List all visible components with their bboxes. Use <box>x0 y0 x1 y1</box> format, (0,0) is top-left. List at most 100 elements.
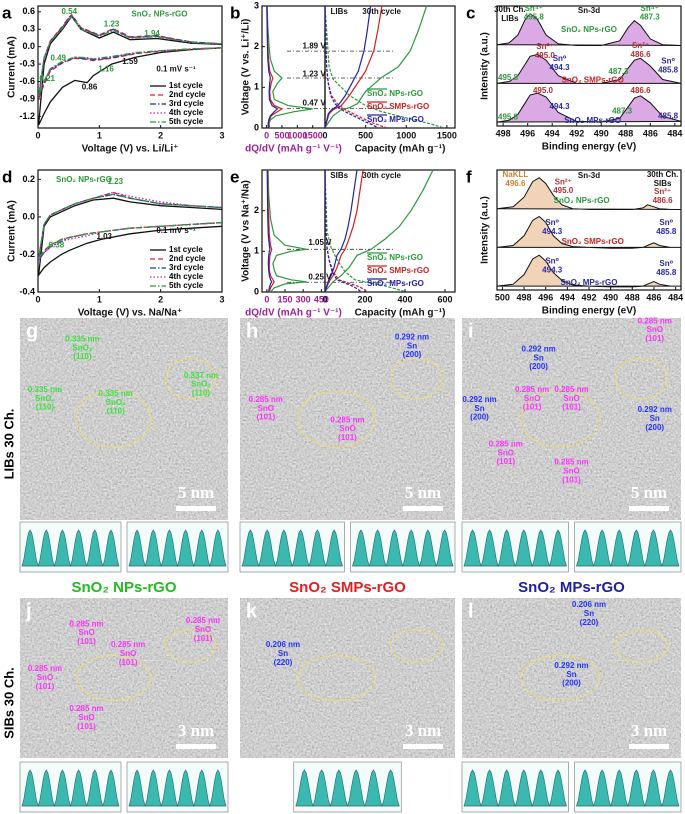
region-outline <box>614 357 669 400</box>
discharge-curve <box>324 169 368 293</box>
annotation-line: Sn²⁺ <box>555 178 572 187</box>
profile-curve <box>463 769 567 808</box>
annotation-line: SnO <box>78 713 94 722</box>
tem-image <box>462 598 681 758</box>
legend-label: SnO₂ NPs-rGO <box>367 89 423 98</box>
x-tick-label: 300 <box>296 294 311 304</box>
cv-curve <box>37 14 223 99</box>
annotation-line: Sn <box>650 414 660 423</box>
annotation-line: SnO <box>646 325 662 334</box>
discharge-curve <box>324 5 443 129</box>
annotation-line: Sn²⁺ <box>654 187 671 196</box>
lattice-label: 0.285 nm SnO (101) <box>554 385 588 412</box>
y-tick-label: 2 <box>254 41 259 51</box>
annotation-line: (101) <box>645 334 664 343</box>
charge-curve <box>324 169 434 292</box>
annotation-line: LIBs <box>331 7 349 16</box>
annotation: 1.23 V <box>303 69 327 78</box>
annotation-line: 485.8 <box>656 268 677 277</box>
charge-curve <box>324 5 383 128</box>
tem-image <box>20 598 228 758</box>
plot-frame <box>37 5 223 129</box>
annotation-line: 1.05 V <box>308 238 332 247</box>
cv-curve <box>37 193 223 259</box>
legend-label: SnO₂ MPs-rGO <box>367 115 424 124</box>
annotation-line: (110) <box>192 389 211 398</box>
annotation-line: SnO₂ NPs-rGO <box>131 10 187 19</box>
lattice-label: 0.292 nm Sn (200) <box>554 661 588 688</box>
annotation-line: 487.3 <box>608 67 629 76</box>
panel-letter: i <box>468 320 474 342</box>
spectrum <box>496 13 682 46</box>
column-title: SnO₂ MPs-rGO <box>518 579 625 596</box>
annotation: SnO₂ NPs-rGO <box>561 25 617 34</box>
panel-letter: l <box>468 600 474 622</box>
annotation: 485.8 <box>658 112 679 121</box>
scale-label: 5 nm <box>631 483 667 502</box>
annotation-line: Sn <box>474 404 484 413</box>
annotation-line: 494.3 <box>542 266 563 275</box>
annotation-line: SIBs <box>330 171 348 180</box>
annotation-line: 30th cycle <box>362 7 401 16</box>
annotation-line: Sn²⁺ <box>632 41 649 50</box>
annotation-line: SnO₂ SMPs-rGO <box>562 237 624 246</box>
annotation: Sn²⁺ 495.0 <box>553 178 574 196</box>
annotation-line: 494.3 <box>550 63 571 72</box>
lattice-label: 0.285 nm SnO (101) <box>249 395 283 422</box>
annotation: 30th cycle <box>362 171 401 180</box>
annotation-line: (101) <box>562 475 581 484</box>
annotation-line: 0.21 <box>39 74 55 83</box>
annotation-line: Sn <box>584 609 594 618</box>
annotation: SnO₂ NPs-rGO <box>56 175 112 184</box>
annotation-line: 1.16 <box>98 65 114 74</box>
annotation-line: 1.23 <box>107 177 123 186</box>
annotation-line: SnO <box>563 394 579 403</box>
annotation-line: Sn⁰ <box>553 54 567 63</box>
x-axis-label: dQ/dV (mAh g⁻¹ V⁻¹) <box>245 144 342 155</box>
annotation-line: 0.38 <box>49 241 65 250</box>
annotation: 487.3 <box>608 67 629 76</box>
x-tick-label: 488 <box>625 292 640 302</box>
x-tick-label: 0 <box>264 130 269 140</box>
x-tick-label: 492 <box>569 128 584 138</box>
y-tick-label: 0.0 <box>22 41 35 51</box>
annotation: LIBs <box>331 7 349 16</box>
region-outline <box>520 390 601 448</box>
annotation-line: SIBs <box>654 179 672 188</box>
profile-curve <box>241 529 343 568</box>
legend-label: SnO₂ NPs-rGO <box>367 253 423 262</box>
x-tick-label: 486 <box>643 128 658 138</box>
annotation: 1.03 <box>96 232 112 241</box>
y-tick-label: 0.3 <box>22 24 35 34</box>
y-axis-label: Intensity (a.u.) <box>480 32 491 100</box>
x-tick-label: 490 <box>594 128 609 138</box>
x-tick-label: 200 <box>357 294 372 304</box>
annotation-line: (101) <box>562 403 581 412</box>
charge-curve <box>324 5 428 128</box>
annotation: 495.8 <box>498 73 519 82</box>
annotation: 495.0 <box>533 86 554 95</box>
annotation: Sn⁰ 485.8 <box>656 259 677 277</box>
profile-curve <box>576 529 680 568</box>
lattice-label: 0.206 nm Sn (220) <box>266 640 300 667</box>
x-tick-label: 494 <box>545 128 560 138</box>
profile-curve <box>21 529 120 568</box>
annotation: 494.3 <box>550 102 571 111</box>
annotation-line: 0.47 V <box>303 99 327 108</box>
annotation-line: Sn <box>278 649 288 658</box>
annotation: 0.47 V <box>303 99 327 108</box>
x-tick-label: 1 <box>97 130 102 140</box>
x-tick-label: 486 <box>646 292 661 302</box>
annotation: 1.59 <box>122 57 138 66</box>
panel-letter: e <box>230 167 239 186</box>
lattice-label: 0.285 nm SnO (101) <box>111 640 145 667</box>
annotation-line: 0.285 nm <box>111 640 145 649</box>
annotation-line: Sn-3d <box>578 6 600 15</box>
y-tick-label: 3 <box>254 0 259 10</box>
column-title: SnO₂ SMPs-rGO <box>289 579 406 596</box>
x-tick-label: 490 <box>603 292 618 302</box>
annotation-line: 0.86 <box>82 83 98 92</box>
dqdv-curve <box>266 169 275 293</box>
annotation-line: (101) <box>523 403 542 412</box>
region-outline <box>390 357 443 400</box>
